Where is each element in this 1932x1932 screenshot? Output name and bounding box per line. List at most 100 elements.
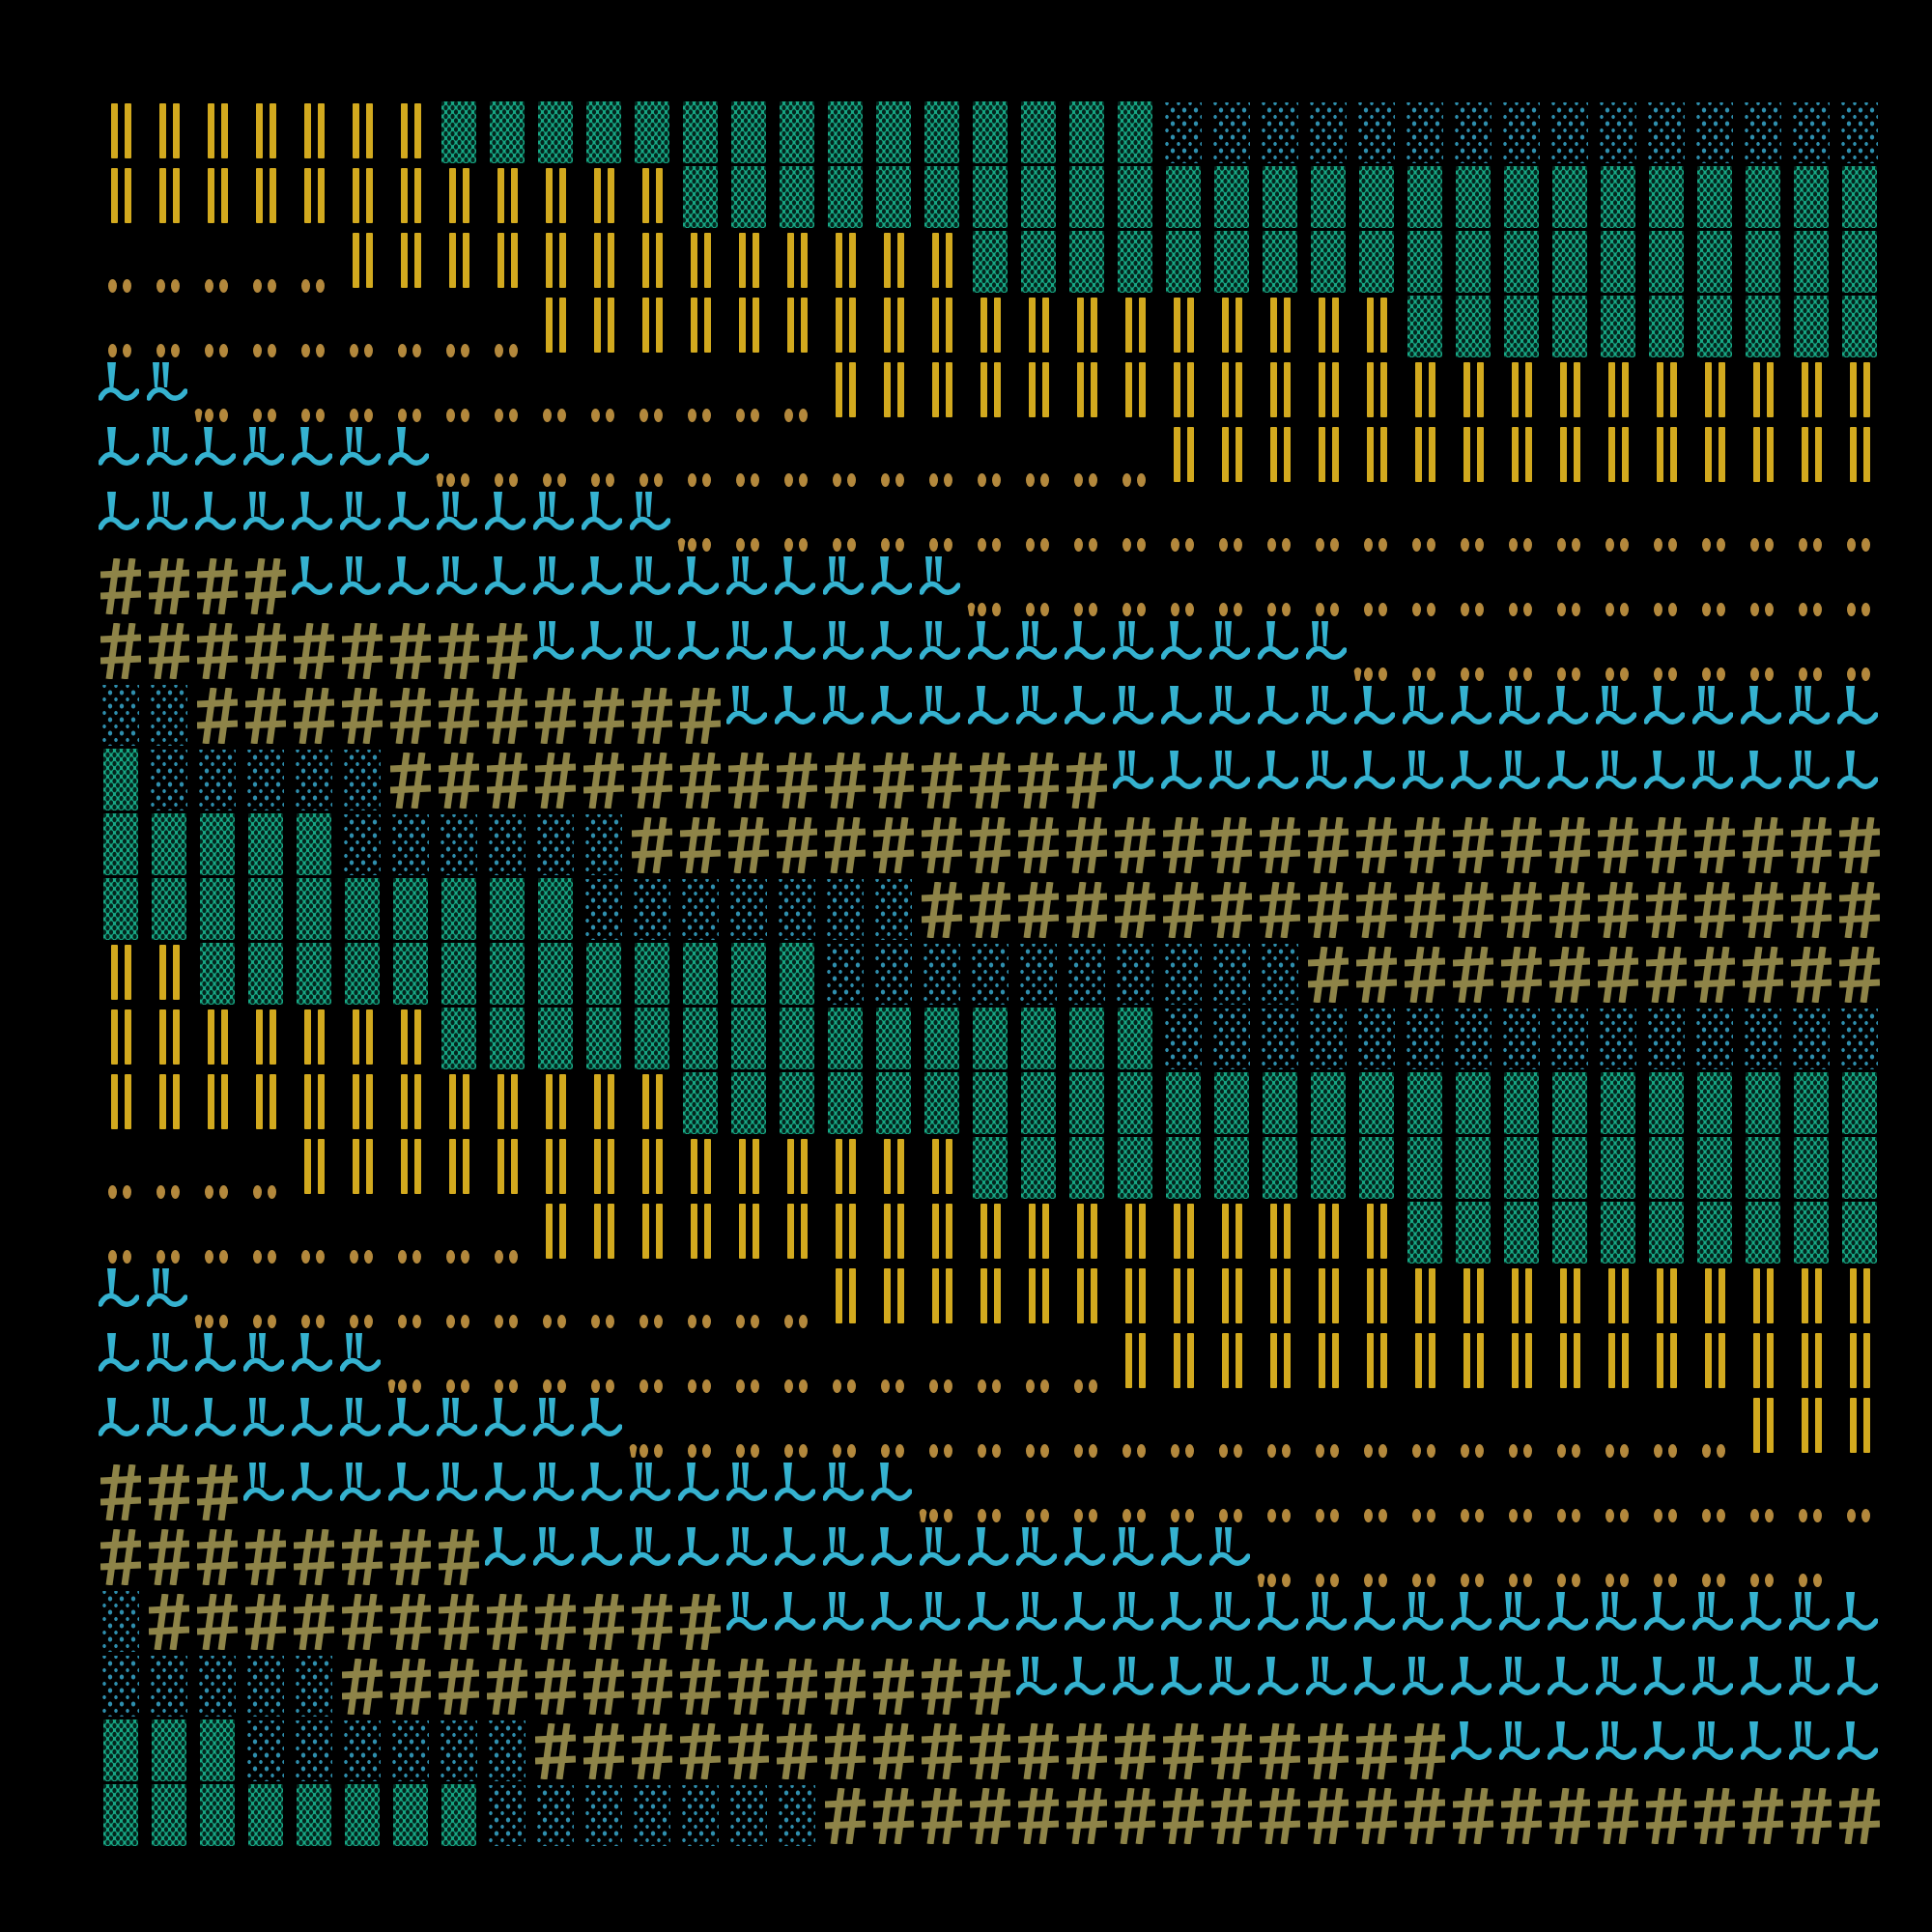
tick-tilde-wave-glyph	[145, 1265, 193, 1330]
art-row	[0, 1719, 1932, 1783]
double-vertical-bar-glyph	[966, 1201, 1014, 1265]
tick-tilde-wave-glyph	[1159, 618, 1208, 683]
double-dot-glyph	[1111, 489, 1159, 554]
hash-glyph	[193, 1589, 242, 1654]
double-vertical-bar-glyph	[1304, 424, 1352, 489]
green-dotted-block-glyph	[1304, 1071, 1352, 1136]
hash-glyph	[676, 812, 724, 877]
hash-glyph	[435, 1524, 483, 1589]
hash-glyph	[1014, 877, 1063, 942]
double-vertical-bar-glyph	[531, 165, 580, 230]
double-dot-glyph	[1449, 618, 1497, 683]
blue-dither-block-glyph	[1304, 1007, 1352, 1071]
double-dot-glyph	[966, 1330, 1014, 1395]
green-dotted-block-glyph	[97, 812, 145, 877]
blue-dither-block-glyph	[386, 812, 435, 877]
tick-tilde-wave-glyph	[1787, 1589, 1835, 1654]
double-dot-glyph	[1014, 424, 1063, 489]
blue-dither-block-glyph	[628, 877, 676, 942]
hash-glyph	[1256, 877, 1304, 942]
double-vertical-bar-glyph	[1304, 359, 1352, 424]
green-dotted-block-glyph	[1014, 100, 1063, 165]
double-dot-glyph	[145, 230, 193, 295]
hash-glyph	[628, 748, 676, 812]
hash-glyph	[869, 748, 918, 812]
blue-dither-block-glyph	[1014, 942, 1063, 1007]
hash-glyph	[724, 748, 773, 812]
tick-tilde-wave-glyph	[1014, 1589, 1063, 1654]
double-dot-glyph	[290, 230, 338, 295]
double-vertical-bar-glyph	[676, 295, 724, 359]
tick-tilde-wave-glyph	[435, 1460, 483, 1524]
hash-glyph	[773, 748, 821, 812]
double-vertical-bar-glyph	[821, 295, 869, 359]
blue-dither-block-glyph	[724, 877, 773, 942]
art-row	[0, 1330, 1932, 1395]
double-vertical-bar-glyph	[1159, 295, 1208, 359]
double-dot-glyph	[1497, 618, 1546, 683]
blue-dither-block-glyph	[773, 877, 821, 942]
double-vertical-bar-glyph	[1642, 1265, 1690, 1330]
green-dotted-block-glyph	[1449, 165, 1497, 230]
tick-tilde-wave-glyph	[773, 683, 821, 748]
hash-glyph	[628, 1589, 676, 1654]
hash-glyph	[821, 812, 869, 877]
hash-glyph	[1497, 877, 1546, 942]
blue-dither-block-glyph	[145, 683, 193, 748]
double-dot-glyph	[338, 1265, 386, 1330]
double-dot-glyph	[724, 489, 773, 554]
double-dot-glyph	[724, 1395, 773, 1460]
tick-tilde-wave-glyph	[1690, 748, 1739, 812]
double-dot-glyph	[1401, 489, 1449, 554]
green-dotted-block-glyph	[821, 1071, 869, 1136]
blue-dither-block-glyph	[676, 877, 724, 942]
green-dotted-block-glyph	[1352, 230, 1401, 295]
hash-glyph	[193, 1460, 242, 1524]
green-dotted-block-glyph	[724, 1071, 773, 1136]
green-dotted-block-glyph	[1111, 1071, 1159, 1136]
double-dot-glyph	[193, 1201, 242, 1265]
double-dot-glyph	[386, 359, 435, 424]
blue-dither-block-glyph	[435, 812, 483, 877]
double-dot-glyph	[97, 1136, 145, 1201]
double-dot-glyph	[1159, 1395, 1208, 1460]
hash-glyph	[1594, 942, 1642, 1007]
hash-glyph	[1304, 812, 1352, 877]
tick-tilde-wave-glyph	[676, 618, 724, 683]
hash-glyph	[145, 554, 193, 618]
green-dotted-block-glyph	[918, 165, 966, 230]
double-dot-glyph	[1449, 489, 1497, 554]
art-row	[0, 1589, 1932, 1654]
art-row	[0, 877, 1932, 942]
hash-glyph	[869, 1783, 918, 1848]
hash-glyph	[386, 683, 435, 748]
double-vertical-bar-glyph	[966, 1265, 1014, 1330]
blue-dither-block-glyph	[338, 812, 386, 877]
hash-glyph	[1401, 877, 1449, 942]
double-vertical-bar-glyph	[1159, 1201, 1208, 1265]
double-dot-glyph	[1739, 554, 1787, 618]
art-row	[0, 165, 1932, 230]
tick-tilde-wave-glyph	[338, 489, 386, 554]
double-dot-glyph	[773, 1395, 821, 1460]
tick-tilde-wave-glyph	[724, 1460, 773, 1524]
art-row	[0, 942, 1932, 1007]
green-dotted-block-glyph	[1256, 230, 1304, 295]
double-dot-glyph	[1304, 554, 1352, 618]
tick-tilde-wave-glyph	[773, 618, 821, 683]
double-vertical-bar-glyph	[918, 1136, 966, 1201]
hash-glyph	[483, 1589, 531, 1654]
double-dot-glyph	[1594, 1395, 1642, 1460]
tick-tilde-wave-glyph	[483, 1524, 531, 1589]
tick-tilde-wave-glyph	[1063, 683, 1111, 748]
art-row	[0, 1007, 1932, 1071]
green-dotted-block-glyph	[193, 942, 242, 1007]
hash-glyph	[676, 1719, 724, 1783]
double-dot-glyph	[1063, 1395, 1111, 1460]
double-dot-glyph	[676, 359, 724, 424]
hash-glyph	[918, 877, 966, 942]
hash-glyph	[1352, 812, 1401, 877]
double-dot-glyph	[1401, 1460, 1449, 1524]
double-vertical-bar-glyph	[193, 1007, 242, 1071]
green-dotted-block-glyph	[580, 100, 628, 165]
